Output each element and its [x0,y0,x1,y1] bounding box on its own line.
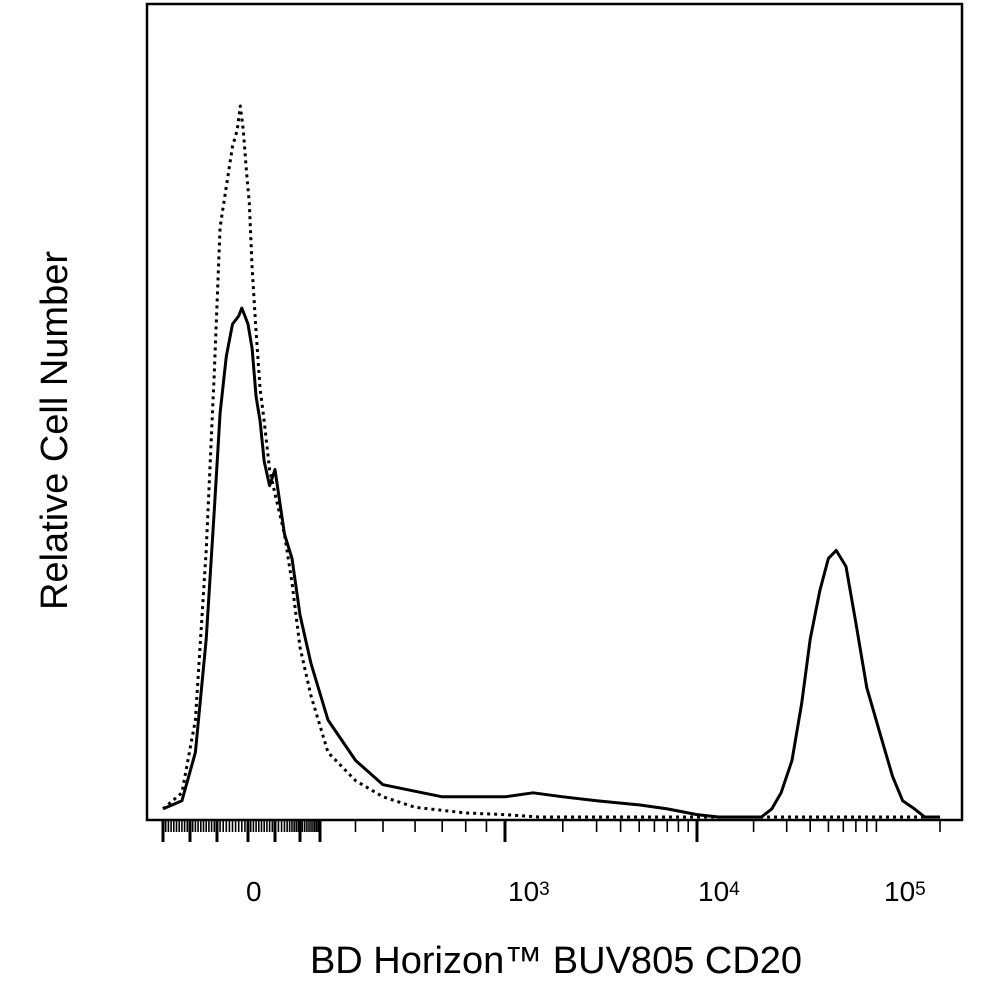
series-lines [162,104,940,819]
x-axis-ticks [161,820,941,842]
x-tick-label-10000: 104 [698,876,740,907]
x-tick-label-100000: 105 [884,876,926,907]
series-line-solid [162,306,940,819]
x-tick-label-1000: 103 [508,876,550,907]
series-line-dotted [162,104,940,819]
plot-frame [145,2,964,822]
y-axis-label: Relative Cell Number [33,250,76,610]
y-axis-label-container: Relative Cell Number [30,140,80,720]
x-tick-label-0: 0 [246,876,262,907]
x-axis-label: BD Horizon™ BUV805 CD20 [309,940,803,982]
